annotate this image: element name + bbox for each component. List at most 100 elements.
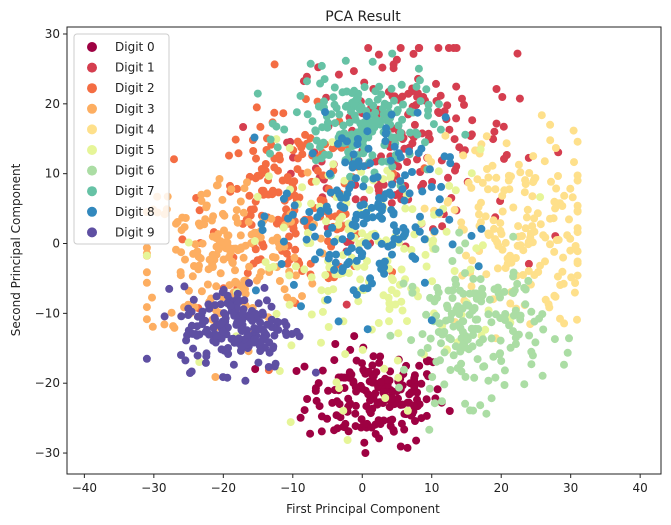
data-point [446, 366, 455, 374]
data-point [550, 247, 559, 256]
data-point [332, 104, 341, 112]
data-point [280, 285, 289, 294]
data-point [300, 362, 309, 371]
data-point [450, 135, 459, 144]
data-point [440, 380, 449, 389]
data-point [556, 314, 564, 323]
data-point [238, 309, 247, 318]
data-point [381, 394, 390, 402]
data-point [351, 215, 360, 224]
data-point [487, 394, 496, 403]
data-point [201, 358, 210, 367]
data-point [350, 111, 359, 120]
data-point [338, 134, 346, 143]
data-point [308, 117, 317, 126]
data-point [462, 301, 471, 310]
data-point [539, 325, 548, 334]
data-point [369, 371, 378, 380]
data-point [434, 100, 443, 109]
data-point [396, 44, 405, 52]
data-point [444, 173, 452, 182]
data-point [329, 93, 338, 102]
data-point [148, 322, 157, 331]
data-point [296, 413, 305, 422]
data-point [359, 182, 368, 191]
data-point [178, 235, 187, 244]
data-point [381, 137, 390, 146]
data-point [363, 257, 371, 266]
data-point [408, 205, 417, 214]
legend: Digit 0 Digit 1 Digit 2 Digit 3 Digit 4 Digit… [73, 33, 170, 245]
data-point [408, 252, 417, 261]
data-point [303, 228, 312, 237]
data-point [366, 159, 375, 168]
data-point [340, 176, 349, 185]
data-point [169, 322, 178, 331]
data-point [573, 315, 581, 324]
data-point [342, 300, 351, 309]
data-point [436, 125, 445, 134]
data-point [500, 186, 509, 195]
data-point [450, 205, 459, 214]
data-point [233, 318, 242, 327]
data-point [270, 108, 279, 117]
data-point [436, 356, 444, 365]
data-point [387, 206, 396, 214]
y-tick-label: −10 [35, 306, 60, 320]
data-point [361, 449, 370, 457]
data-point [506, 299, 515, 308]
data-point [269, 262, 278, 271]
y-tick-label: 20 [45, 97, 60, 111]
data-point [417, 144, 426, 153]
data-point [394, 235, 403, 244]
data-point [408, 288, 417, 297]
data-point [505, 321, 514, 330]
data-point [396, 442, 405, 451]
data-point [334, 139, 342, 148]
data-point [271, 359, 280, 368]
data-point [254, 358, 263, 367]
data-point [403, 443, 412, 452]
data-point [338, 235, 347, 244]
data-point [417, 414, 426, 423]
y-tick-label: 30 [45, 27, 60, 41]
data-point [272, 325, 281, 333]
data-point [233, 184, 242, 193]
legend-label: Digit 0 [115, 40, 155, 54]
data-point [252, 276, 261, 285]
data-point [481, 212, 490, 221]
data-point [425, 384, 434, 393]
data-point [401, 171, 409, 180]
data-point [397, 80, 406, 89]
data-point [345, 118, 354, 127]
data-point [308, 223, 317, 232]
data-point [197, 287, 206, 296]
data-point [328, 144, 337, 153]
legend-label: Digit 9 [115, 225, 155, 239]
data-point [305, 142, 314, 151]
data-point [371, 87, 380, 96]
data-point [249, 205, 258, 214]
data-point [265, 348, 274, 357]
data-point [292, 327, 301, 336]
data-point [181, 255, 189, 264]
data-point [378, 157, 386, 166]
data-point [260, 327, 268, 336]
data-point [443, 304, 452, 313]
data-point [398, 185, 407, 194]
data-point [285, 144, 294, 152]
data-point [492, 173, 501, 182]
data-point [193, 312, 202, 321]
data-point [496, 219, 505, 228]
data-point [306, 429, 315, 438]
data-point [231, 266, 239, 275]
data-point [172, 219, 180, 228]
data-point [413, 155, 421, 164]
data-point [239, 253, 248, 262]
data-point [431, 245, 440, 253]
data-point [290, 253, 299, 262]
data-point [469, 406, 478, 415]
data-point [389, 64, 398, 73]
data-point [441, 131, 450, 140]
data-point [369, 352, 378, 361]
